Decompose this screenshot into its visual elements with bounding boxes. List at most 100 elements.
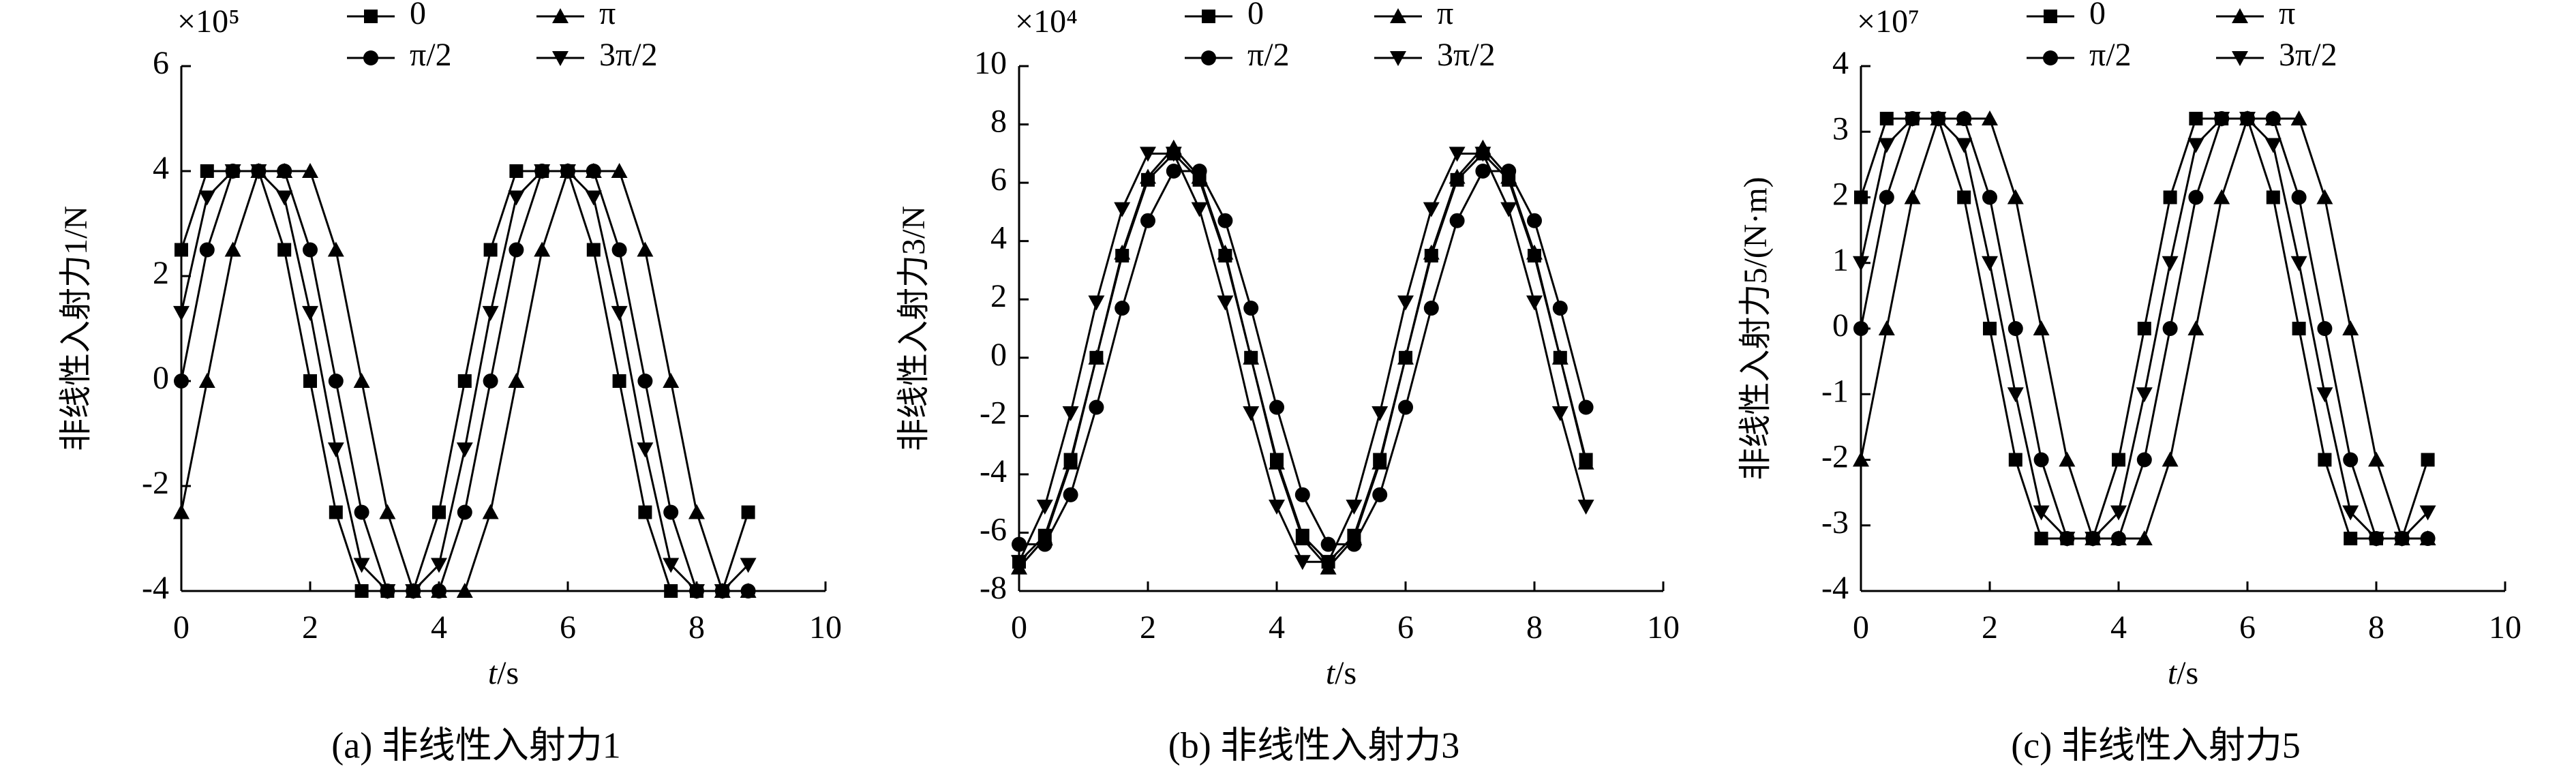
marker-triangle-up	[1346, 530, 1363, 545]
y-multiplier: ×10⁵	[177, 3, 240, 40]
x-tick-label: 2	[1140, 609, 1156, 646]
marker-triangle-down	[2110, 505, 2127, 521]
marker-circle	[1879, 190, 1894, 205]
marker-square	[432, 505, 446, 519]
marker-circle	[509, 242, 524, 258]
marker-triangle-down	[585, 190, 602, 206]
x-tick-label: 0	[173, 609, 190, 646]
marker-triangle-down	[714, 584, 731, 599]
x-tick-label: 10	[1647, 609, 1680, 646]
x-tick-label: 4	[2110, 609, 2127, 646]
marker-triangle-down	[2316, 387, 2333, 403]
y-tick-label: -6	[980, 511, 1007, 547]
marker-square	[1854, 190, 1868, 204]
marker-circle	[1853, 321, 1868, 336]
marker-triangle-up	[508, 373, 525, 388]
marker-circle	[1089, 399, 1104, 415]
marker-square	[2189, 112, 2203, 125]
marker-triangle-down	[456, 442, 473, 458]
y-tick-label: 8	[990, 104, 1007, 140]
marker-square	[2044, 10, 2057, 23]
marker-triangle-down	[1853, 256, 1869, 271]
marker-triangle-down	[224, 164, 241, 179]
y-tick-label: 4	[990, 220, 1007, 256]
marker-triangle-down	[1982, 256, 1998, 271]
marker-triangle-up	[482, 504, 499, 519]
marker-square	[175, 243, 188, 257]
marker-circle	[1115, 301, 1130, 316]
marker-triangle-down	[173, 305, 190, 321]
marker-triangle-down	[2368, 532, 2384, 547]
y-tick-label: 0	[1832, 307, 1849, 344]
caption: (b) 非线性入射力3	[1168, 725, 1459, 766]
marker-circle	[1475, 164, 1491, 179]
marker-triangle-up	[2368, 451, 2384, 467]
marker-square	[664, 584, 678, 598]
marker-triangle-up	[663, 373, 680, 388]
x-tick-label: 6	[2239, 609, 2256, 646]
marker-circle	[1423, 301, 1439, 316]
marker-triangle-up	[1397, 349, 1414, 365]
marker-triangle-up	[1551, 349, 1569, 365]
marker-triangle-up	[740, 583, 757, 598]
marker-triangle-up	[276, 163, 293, 178]
y-axis-label: 非线性入射力5/(N·m)	[1738, 177, 1774, 480]
marker-triangle-down	[1904, 112, 1921, 127]
legend-label: 3π/2	[1437, 37, 1496, 73]
marker-circle	[1140, 213, 1155, 228]
marker-square	[638, 505, 652, 519]
marker-circle	[2033, 452, 2049, 468]
marker-triangle-down	[688, 584, 705, 599]
marker-triangle-up	[637, 241, 654, 257]
y-tick-label: 6	[153, 45, 169, 81]
marker-triangle-down	[534, 164, 551, 179]
y-axis-label: 非线性入射力3/N	[896, 206, 932, 451]
marker-circle	[637, 374, 653, 389]
y-tick-label: 3	[1832, 110, 1849, 147]
marker-triangle-down	[431, 558, 447, 573]
x-tick-label: 0	[1853, 609, 1869, 646]
marker-triangle-up	[1956, 110, 1973, 125]
marker-circle	[328, 374, 344, 389]
y-tick-label: -4	[980, 453, 1007, 489]
caption: (c) 非线性入射力5	[2011, 725, 2300, 766]
marker-triangle-up	[1088, 349, 1105, 365]
marker-triangle-up	[379, 504, 396, 519]
marker-triangle-up	[1294, 530, 1311, 545]
marker-triangle-down	[2085, 532, 2102, 547]
marker-circle	[2188, 190, 2204, 205]
marker-square	[2137, 322, 2151, 335]
marker-triangle-up	[1878, 320, 1895, 335]
marker-circle	[1372, 487, 1388, 502]
y-tick-label: -2	[142, 465, 169, 501]
marker-triangle-up	[327, 241, 344, 257]
marker-square	[364, 10, 378, 23]
marker-triangle-up	[611, 163, 628, 178]
marker-triangle-down	[508, 190, 525, 206]
x-tick-label: 6	[1397, 609, 1414, 646]
marker-triangle-down	[1930, 112, 1947, 127]
marker-circle	[457, 504, 472, 520]
marker-square	[2163, 190, 2177, 204]
marker-triangle-up	[585, 163, 602, 178]
marker-triangle-up	[2007, 189, 2024, 204]
marker-square	[1879, 112, 1894, 125]
marker-triangle-down	[552, 51, 569, 66]
marker-triangle-down	[2393, 532, 2410, 547]
marker-triangle-down	[1062, 406, 1079, 422]
marker-triangle-down	[637, 442, 654, 458]
marker-triangle-up	[456, 583, 473, 598]
marker-triangle-up	[1449, 168, 1466, 184]
marker-square	[2318, 453, 2332, 467]
marker-square	[354, 584, 369, 598]
y-tick-label: 2	[990, 278, 1007, 314]
marker-triangle-up	[1062, 454, 1079, 470]
marker-triangle-up	[2316, 189, 2333, 204]
y-multiplier: ×10⁴	[1015, 3, 1078, 40]
marker-triangle-down	[2419, 505, 2436, 521]
caption: (a) 非线性入射力1	[331, 725, 620, 766]
marker-circle	[663, 504, 679, 520]
x-tick-label: 2	[1982, 609, 1998, 646]
marker-triangle-up	[2232, 8, 2248, 23]
